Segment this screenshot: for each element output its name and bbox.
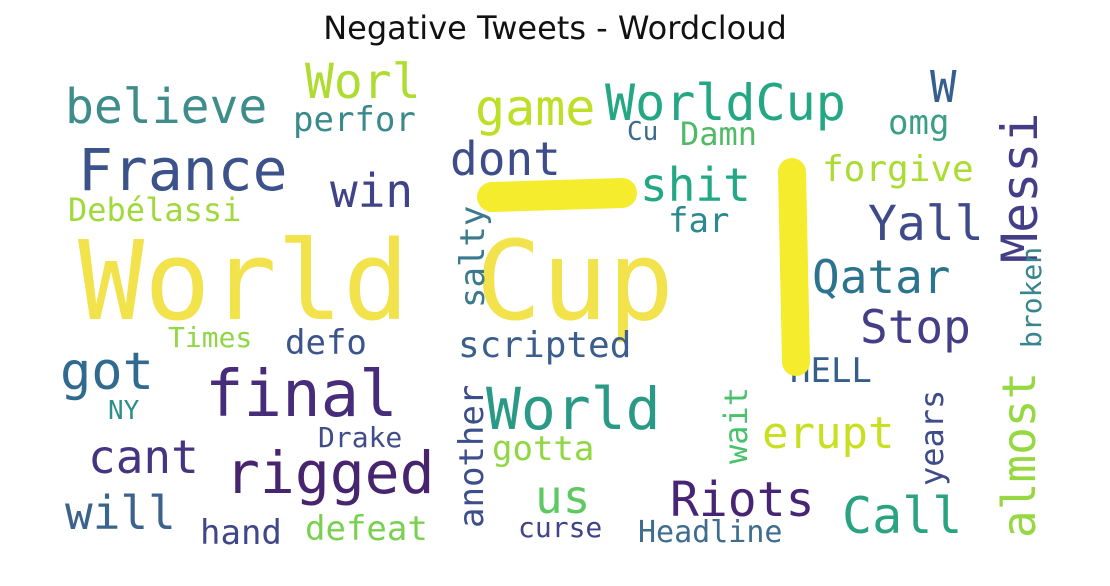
word-wait: wait: [717, 386, 755, 464]
word-hand: hand: [200, 513, 282, 553]
word-almost: almost: [992, 371, 1046, 538]
word-erupt: erupt: [762, 408, 895, 459]
word-game: game: [475, 79, 596, 137]
word-world: World: [486, 375, 661, 443]
word-win: win: [330, 164, 414, 218]
word-deb-lassi: Debélassi: [68, 191, 242, 229]
word-omg: omg: [888, 103, 950, 143]
word-curse: curse: [518, 511, 603, 544]
word-rigged: rigged: [225, 439, 435, 507]
word-france: France: [78, 136, 288, 204]
chart-title: Negative Tweets - Wordcloud: [323, 9, 787, 47]
word-ny: NY: [108, 396, 140, 426]
word-cloud: World Cup final France rigged World WorldCup g…: [60, 58, 1050, 558]
word-cant: cant: [88, 430, 199, 484]
word-years: years: [913, 389, 951, 486]
word-us: us: [535, 470, 591, 524]
word-damn: Damn: [680, 115, 758, 153]
word-messi: Messi: [991, 112, 1049, 263]
word-stop: Stop: [860, 300, 971, 354]
word-another: another: [452, 384, 492, 528]
word-final: final: [205, 358, 398, 432]
word-worldcup: WorldCup: [605, 74, 846, 132]
word-dont: dont: [450, 132, 561, 186]
word-hell: HELL: [790, 351, 872, 391]
word-got: got: [60, 342, 154, 402]
word-qatar: Qatar: [812, 250, 951, 304]
word-yall: Yall: [868, 196, 984, 252]
word-scripted: scripted: [458, 325, 632, 366]
word-forgive: forgive: [822, 149, 974, 190]
word-believe: believe: [65, 79, 268, 135]
word-cu: Cu: [627, 117, 659, 147]
word-worl: Worl: [305, 58, 421, 110]
word-defeat: defeat: [305, 509, 428, 549]
word-gotta: gotta: [492, 429, 595, 469]
word-drake: Drake: [318, 421, 403, 454]
word-shit: shit: [640, 158, 751, 212]
word-headline: Headline: [638, 515, 783, 550]
word-salty: salty: [453, 205, 493, 308]
word-defo: defo: [285, 323, 367, 363]
word-times: Times: [168, 321, 253, 354]
word-world-cup: World Cup: [78, 217, 675, 345]
word-broken: broken: [1015, 246, 1048, 348]
word-will: will: [65, 486, 176, 540]
word-riots: Riots: [670, 472, 815, 528]
word-perfor: perfor: [293, 100, 416, 140]
word-call: Call: [842, 487, 963, 545]
word-w: W: [930, 62, 957, 113]
word-far: far: [668, 201, 730, 241]
